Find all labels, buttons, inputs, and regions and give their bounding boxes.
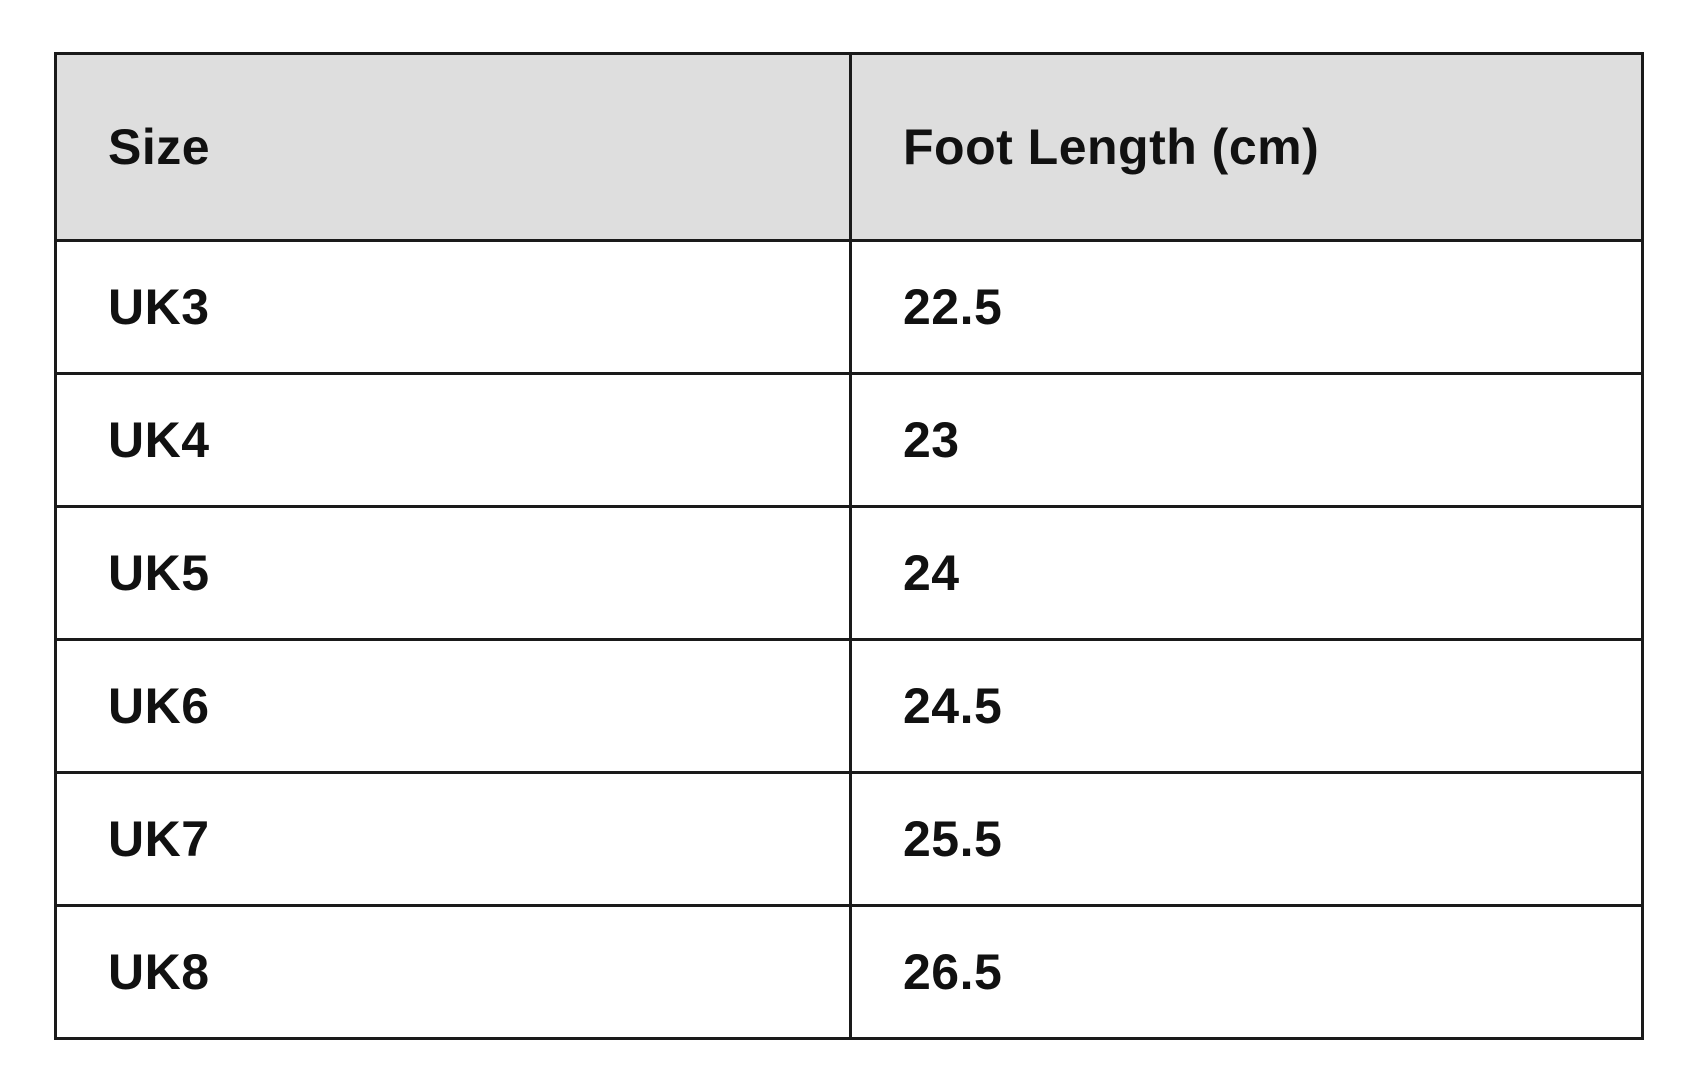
- foot-length-cell: 24: [849, 505, 1644, 641]
- foot-length-cell: 25.5: [849, 771, 1644, 907]
- size-cell: UK6: [54, 638, 852, 774]
- size-cell: UK4: [54, 372, 852, 508]
- size-cell: UK5: [54, 505, 852, 641]
- foot-length-cell: 26.5: [849, 904, 1644, 1040]
- header-size: Size: [54, 52, 852, 242]
- size-chart-table: Size Foot Length (cm) UK3 22.5 UK4 23 UK5 24 U…: [54, 52, 1644, 1040]
- table-row: UK8 26.5: [54, 904, 1644, 1040]
- foot-length-cell: 24.5: [849, 638, 1644, 774]
- foot-length-cell: 23: [849, 372, 1644, 508]
- header-row: Size Foot Length (cm): [54, 52, 1644, 242]
- table-row: UK3 22.5: [54, 239, 1644, 375]
- foot-length-cell: 22.5: [849, 239, 1644, 375]
- table-row: UK4 23: [54, 372, 1644, 508]
- size-cell: UK8: [54, 904, 852, 1040]
- size-cell: UK3: [54, 239, 852, 375]
- table-row: UK6 24.5: [54, 638, 1644, 774]
- size-cell: UK7: [54, 771, 852, 907]
- header-foot-length: Foot Length (cm): [849, 52, 1644, 242]
- table-row: UK5 24: [54, 505, 1644, 641]
- table-row: UK7 25.5: [54, 771, 1644, 907]
